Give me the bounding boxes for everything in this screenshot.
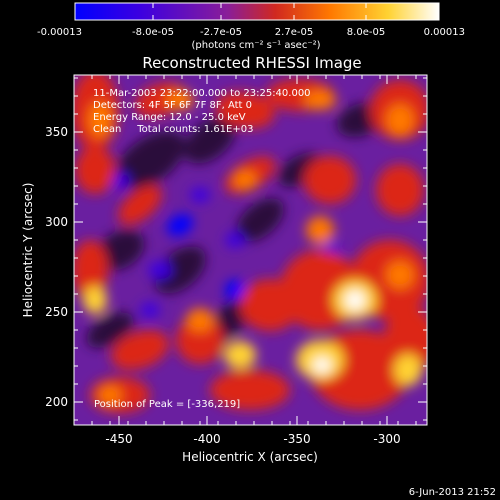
x-tick-label: -300 [373, 432, 400, 446]
flux-feature [176, 316, 224, 364]
flux-feature [140, 302, 160, 318]
flux-feature [75, 146, 115, 194]
flux-feature [386, 104, 414, 136]
colorbar-ticks [152, 3, 367, 20]
flux-feature [98, 385, 122, 405]
flux-feature [215, 91, 275, 129]
annotation-counts: Clean Total counts: 1.61E+03 [93, 124, 253, 135]
plot-title: Reconstructed RHESSI Image [142, 54, 361, 72]
colorbar [74, 2, 440, 21]
colorbar-tick-label: -2.7e-05 [200, 27, 242, 38]
flux-feature [110, 172, 130, 188]
flux-feature [306, 216, 334, 244]
flux-feature [225, 232, 245, 248]
flux-feature [233, 170, 257, 190]
colorbar-tick-label: -0.00013 [37, 27, 82, 38]
flux-map [74, 75, 427, 425]
x-tick-label: -450 [105, 432, 132, 446]
flux-feature [384, 306, 427, 374]
flux-feature [224, 341, 256, 369]
annotation-energy-range: Energy Range: 12.0 - 25.0 keV [93, 112, 246, 123]
flux-feature [386, 261, 414, 289]
flux-feature [86, 312, 134, 348]
flux-feature [134, 82, 186, 118]
y-axis-label: Heliocentric Y (arcsec) [21, 183, 35, 318]
colorbar-tick-label: 0.00013 [424, 27, 465, 38]
y-tick-label: 200 [45, 395, 68, 409]
flux-feature [210, 370, 290, 410]
flux-feature [95, 229, 145, 271]
y-tick-label: 300 [45, 215, 68, 229]
y-tick-label: 250 [45, 305, 68, 319]
colorbar-tick-label: 8.0e-05 [347, 27, 385, 38]
flux-feature [304, 90, 336, 110]
x-axis-label: Heliocentric X (arcsec) [182, 450, 318, 464]
flux-feature [74, 240, 108, 300]
plot-frame [73, 74, 428, 426]
peak-position-label: Position of Peak = [-336,219] [94, 399, 240, 410]
flux-feature [225, 280, 245, 300]
flux-feature [236, 198, 284, 242]
annotation-time-range: 11-Mar-2003 23:22:00.000 to 23:25:40.000 [93, 88, 311, 99]
flux-feature [114, 130, 186, 190]
annotation-detectors: Detectors: 4F 5F 6F 7F 8F, Att 0 [93, 100, 252, 111]
flux-feature [304, 156, 356, 204]
axis-ticks [74, 75, 427, 425]
y-tick-label: 350 [45, 125, 68, 139]
footer-date: 6-Jun-2013 21:52 [409, 487, 496, 498]
flux-feature [154, 246, 206, 294]
flux-feature [186, 308, 214, 332]
flux-feature [313, 357, 331, 373]
colorbar-tick-label: 2.7e-05 [275, 27, 313, 38]
flux-feature [83, 286, 107, 314]
flux-feature [376, 164, 424, 216]
flux-feature [166, 90, 194, 110]
flux-feature [184, 116, 236, 164]
x-tick-label: -400 [193, 432, 220, 446]
flux-feature [190, 187, 210, 203]
flux-feature [345, 290, 365, 310]
flux-feature [111, 330, 169, 370]
flux-feature [148, 261, 172, 279]
flux-feature [166, 213, 194, 237]
x-tick-label: -350 [283, 432, 310, 446]
flux-feature [394, 354, 422, 386]
flux-feature [88, 102, 112, 138]
colorbar-unit-label: (photons cm⁻² s⁻¹ asec⁻²) [191, 40, 320, 51]
flux-feature [118, 185, 162, 225]
colorbar-tick-label: -8.0e-05 [132, 27, 174, 38]
